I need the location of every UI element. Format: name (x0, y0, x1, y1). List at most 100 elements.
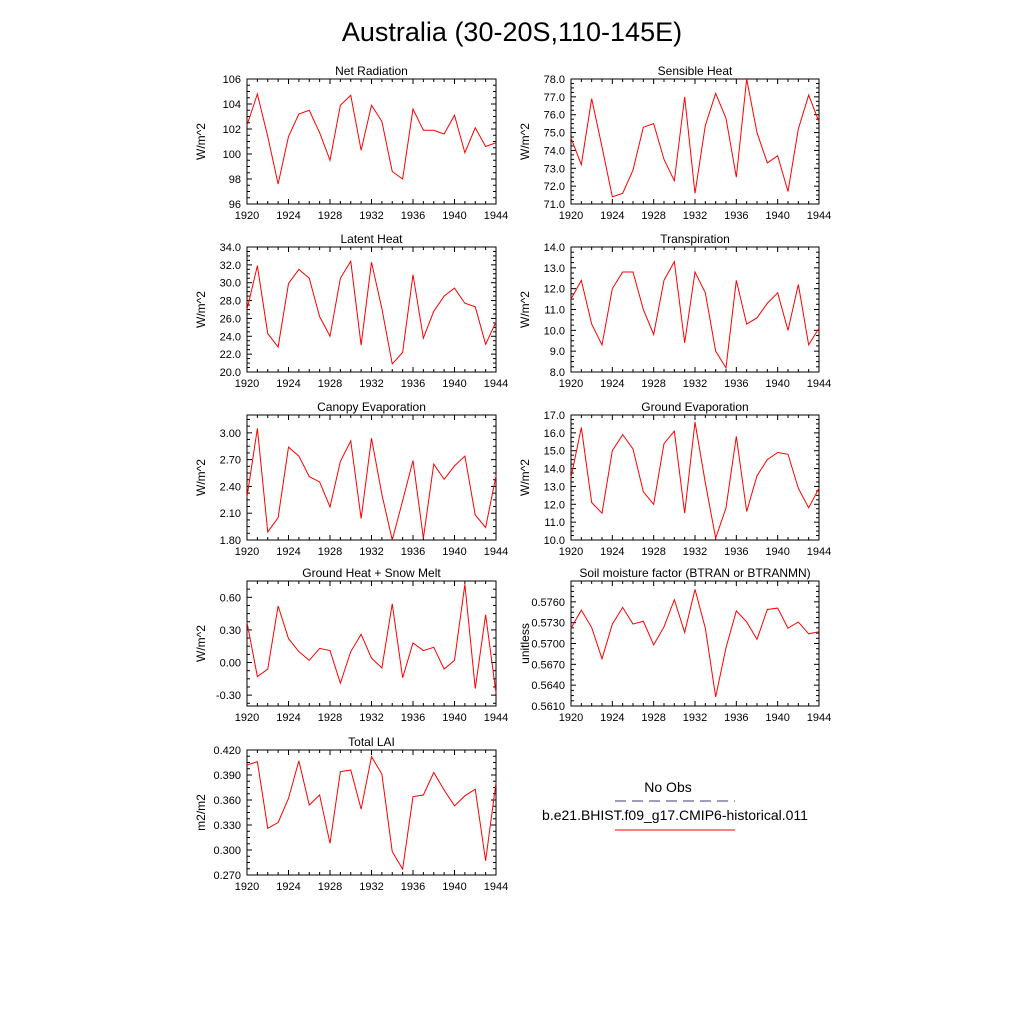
series-line (570, 78, 820, 198)
x-tick-label: 1924 (600, 712, 624, 724)
y-tick-label: 0.330 (213, 820, 241, 832)
x-tick-label: 1920 (559, 210, 583, 222)
panel-title: Latent Heat (340, 232, 403, 246)
x-tick-label: 1944 (484, 378, 508, 390)
y-tick-label: 0.5640 (531, 680, 565, 692)
x-tick-label: 1920 (235, 546, 259, 558)
y-tick-label: 0.5670 (531, 659, 565, 671)
x-tick-label: 1932 (683, 378, 707, 390)
panel-5: Canopy Evaporation W/m^2 1920 1924 1928 1932 1… (194, 400, 508, 558)
legend-model-label: b.e21.BHIST.f09_g17.CMIP6-historical.011 (542, 807, 808, 823)
x-tick-label: 1940 (765, 546, 789, 558)
y-tick-label: 0.300 (213, 845, 241, 857)
x-tick-label: 1932 (359, 712, 383, 724)
y-tick-label: 0.30 (220, 625, 241, 637)
x-tick-label: 1932 (359, 546, 383, 558)
y-tick-label: 9.0 (550, 346, 565, 358)
y-tick-label: 24.0 (220, 331, 241, 343)
x-tick-label: 1940 (765, 378, 789, 390)
x-tick-label: 1924 (276, 378, 300, 390)
plot-frame (246, 749, 497, 876)
x-tick-label: 1932 (359, 881, 383, 893)
y-tick-label: 0.390 (213, 770, 241, 782)
y-tick-label: 71.0 (544, 199, 565, 211)
series-line (246, 92, 497, 185)
y-tick-label: 16.0 (544, 428, 565, 440)
y-tick-label: 102 (223, 124, 241, 136)
panel-9: Total LAI m2/m2 1920 1924 1928 1932 1936 1940 19… (194, 735, 508, 893)
x-tick-label: 1936 (401, 210, 425, 222)
y-tick-label: 30.0 (220, 278, 241, 290)
x-tick-label: 1944 (484, 546, 508, 558)
x-tick-label: 1928 (318, 712, 342, 724)
y-tick-label: 13.0 (544, 263, 565, 275)
y-tick-label: 20.0 (220, 367, 241, 379)
panel-6: Ground Evaporation W/m^2 1920 1924 1928 1932 1… (518, 400, 831, 558)
y-tick-label: 72.0 (544, 181, 565, 193)
x-tick-label: 1936 (724, 546, 748, 558)
x-tick-label: 1932 (359, 210, 383, 222)
series-line (246, 259, 497, 366)
panel-title: Ground Heat + Snow Melt (302, 566, 441, 580)
x-tick-label: 1924 (276, 712, 300, 724)
y-tick-label: 17.0 (544, 410, 565, 422)
x-tick-label: 1944 (484, 712, 508, 724)
x-tick-label: 1928 (318, 210, 342, 222)
panel-2: Sensible Heat W/m^2 1920 1924 1928 1932 1936 19… (518, 64, 831, 222)
x-tick-label: 1936 (401, 378, 425, 390)
y-tick-label: 100 (223, 149, 241, 161)
x-tick-label: 1932 (683, 210, 707, 222)
x-tick-label: 1928 (641, 712, 665, 724)
x-tick-label: 1940 (442, 881, 466, 893)
y-tick-label: 0.60 (220, 592, 241, 604)
x-tick-label: 1928 (318, 378, 342, 390)
plot-frame (570, 580, 820, 707)
x-tick-label: 1920 (235, 378, 259, 390)
x-tick-label: 1928 (641, 210, 665, 222)
series-line (246, 755, 497, 871)
x-tick-label: 1940 (442, 546, 466, 558)
x-tick-label: 1936 (724, 210, 748, 222)
panel-title: Soil moisture factor (BTRAN or BTRANMN) (579, 566, 810, 580)
x-tick-label: 1920 (559, 712, 583, 724)
x-tick-label: 1944 (484, 210, 508, 222)
y-tick-label: 2.70 (220, 455, 241, 467)
x-tick-label: 1924 (600, 378, 624, 390)
x-tick-label: 1924 (600, 546, 624, 558)
x-tick-label: 1924 (276, 546, 300, 558)
y-axis-label: W/m^2 (518, 459, 532, 496)
y-tick-label: 77.0 (544, 92, 565, 104)
panel-7: Ground Heat + Snow Melt W/m^2 1920 1924 1928… (194, 566, 508, 724)
y-tick-label: 34.0 (220, 242, 241, 254)
x-tick-label: 1932 (683, 712, 707, 724)
panel-4: Transpiration W/m^2 1920 1924 1928 1932 1936 19… (518, 232, 831, 390)
x-tick-label: 1940 (442, 378, 466, 390)
series-line (570, 259, 820, 370)
y-tick-label: 1.80 (220, 535, 241, 547)
series-line (570, 422, 820, 541)
y-tick-label: 0.360 (213, 795, 241, 807)
x-tick-label: 1924 (276, 210, 300, 222)
panel-title: Ground Evaporation (641, 400, 748, 414)
panel-title: Sensible Heat (658, 64, 733, 78)
x-tick-label: 1944 (807, 546, 831, 558)
y-tick-label: 8.0 (550, 367, 565, 379)
y-tick-label: 12.0 (544, 284, 565, 296)
panel-title: Net Radiation (335, 64, 408, 78)
plot-frame (570, 78, 820, 205)
y-axis-label: unitless (518, 623, 532, 664)
panel-title: Total LAI (348, 735, 395, 749)
x-tick-label: 1928 (641, 546, 665, 558)
x-tick-label: 1944 (807, 378, 831, 390)
x-tick-label: 1928 (318, 881, 342, 893)
y-tick-label: 3.00 (220, 428, 241, 440)
x-tick-label: 1940 (442, 210, 466, 222)
y-tick-label: 106 (223, 74, 241, 86)
x-tick-label: 1940 (442, 712, 466, 724)
legend: No Obs b.e21.BHIST.f09_g17.CMIP6-histori… (542, 779, 808, 831)
y-axis-label: W/m^2 (194, 123, 208, 160)
y-tick-label: 2.40 (220, 481, 241, 493)
x-tick-label: 1920 (559, 546, 583, 558)
y-tick-label: 76.0 (544, 110, 565, 122)
x-tick-label: 1928 (318, 546, 342, 558)
